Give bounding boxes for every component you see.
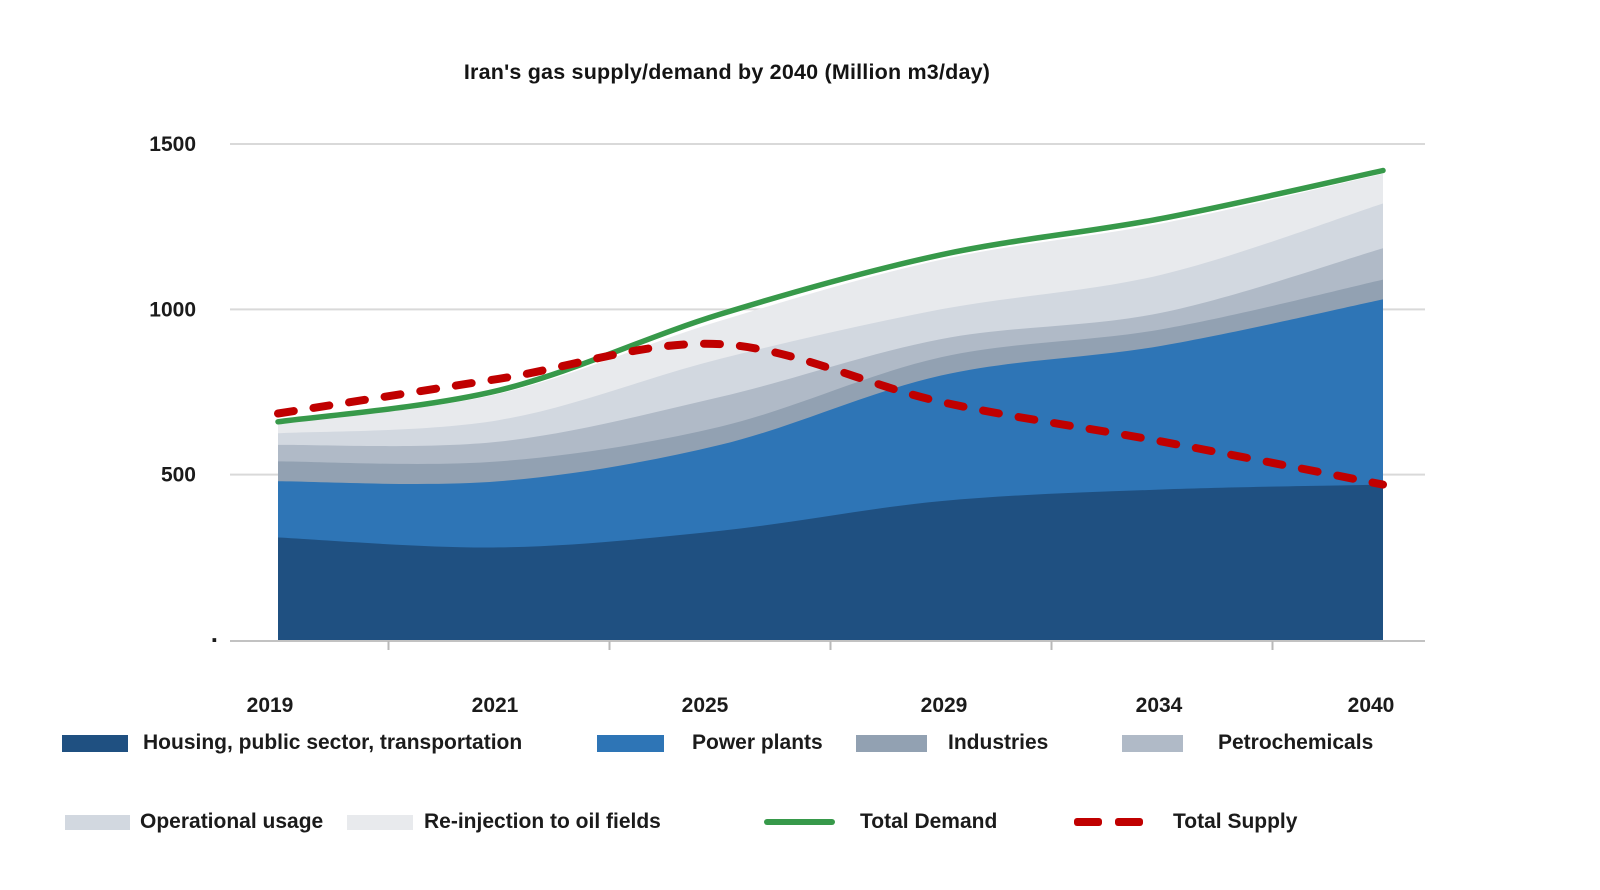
legend-item-operational-usage: Operational usage — [65, 809, 323, 835]
legend-dash-segment — [1115, 818, 1143, 826]
legend-item-industries: Industries — [856, 730, 1048, 756]
legend-swatch-power-plants — [597, 734, 664, 752]
legend-swatch-housing — [62, 734, 128, 752]
x-tick-label-2040: 2040 — [1348, 694, 1395, 717]
x-tick-label-2034: 2034 — [1136, 694, 1183, 717]
y-tick-label-1000: 1000 — [149, 298, 196, 321]
area-series-0 — [278, 484, 1383, 640]
legend-label-operational-usage: Operational usage — [140, 810, 324, 833]
legend-label-reinjection: Re-injection to oil fields — [424, 810, 661, 833]
legend-swatch-reinjection — [347, 814, 413, 830]
legend-label-housing: Housing, public sector, transportation — [143, 731, 523, 754]
legend-dash-segment — [1074, 818, 1102, 826]
y-tick-label-0: . — [211, 618, 218, 648]
legend-dash-total-supply — [1074, 818, 1143, 826]
legend-line-total-demand — [764, 819, 835, 825]
legend-label-total-supply: Total Supply — [1173, 810, 1298, 833]
chart-title: Iran's gas supply/demand by 2040 (Millio… — [463, 60, 991, 84]
legend-item-reinjection: Re-injection to oil fields — [347, 809, 661, 835]
x-tick-label-2029: 2029 — [921, 694, 968, 717]
legend-item-power-plants: Power plants — [597, 730, 823, 756]
y-tick-label-1500: 1500 — [149, 133, 196, 156]
legend-label-power-plants: Power plants — [692, 731, 823, 754]
y-tick-label-500: 500 — [161, 464, 196, 487]
line-total-supply — [274, 339, 1387, 489]
legend-swatch-operational-usage — [65, 814, 130, 830]
legend-label-petrochemicals: Petrochemicals — [1218, 731, 1374, 754]
legend-item-total-supply: Total Supply — [1074, 809, 1297, 835]
legend-swatch-petrochemicals — [1122, 734, 1183, 752]
legend-swatch-industries — [856, 734, 927, 752]
legend-label-industries: Industries — [948, 731, 1049, 754]
x-tick-label-2025: 2025 — [682, 694, 729, 717]
legend-label-total-demand: Total Demand — [860, 810, 998, 833]
x-tick-label-2019: 2019 — [247, 694, 294, 717]
legend-item-petrochemicals: Petrochemicals — [1122, 730, 1373, 756]
legend-item-housing: Housing, public sector, transportation — [62, 730, 522, 756]
x-tick-label-2021: 2021 — [472, 694, 519, 717]
line-total-demand — [275, 167, 1386, 425]
legend-item-total-demand: Total Demand — [764, 809, 997, 835]
